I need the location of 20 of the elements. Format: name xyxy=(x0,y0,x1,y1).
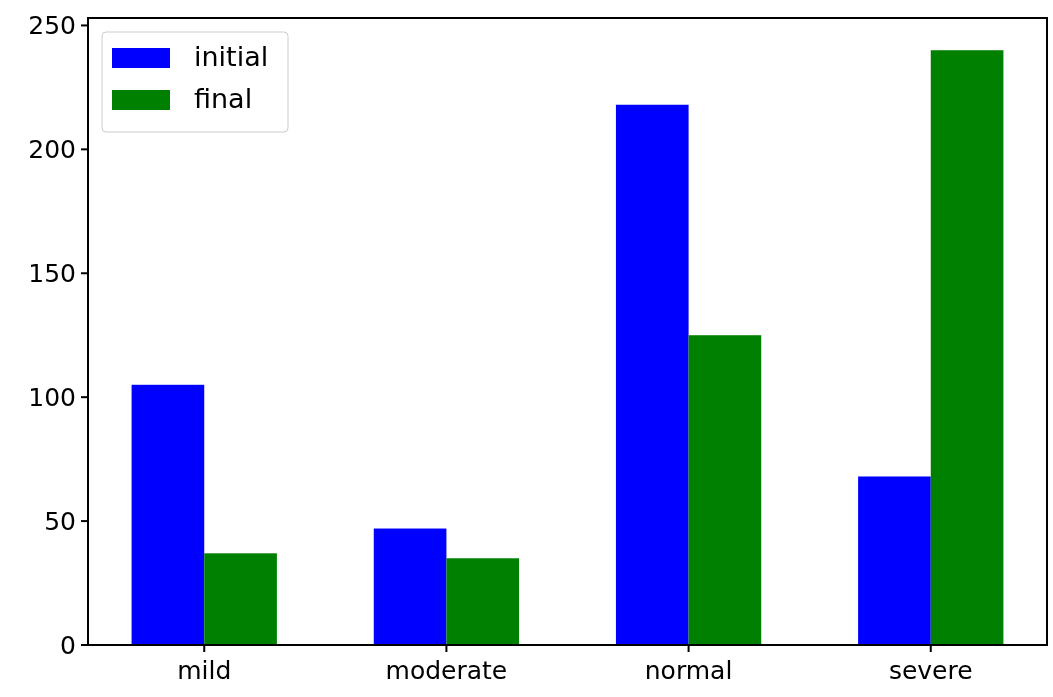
y-tick-label: 250 xyxy=(28,11,76,41)
x-tick-label: moderate xyxy=(385,656,508,685)
bar xyxy=(858,476,931,645)
x-tick-label: normal xyxy=(644,656,733,685)
bar xyxy=(615,104,689,645)
y-tick-label: 100 xyxy=(28,382,76,412)
legend-label: final xyxy=(194,83,253,114)
bar xyxy=(446,558,520,645)
y-tick-label: 150 xyxy=(28,259,76,289)
bar xyxy=(131,384,205,645)
x-tick-label: mild xyxy=(177,656,232,685)
y-tick-label: 50 xyxy=(44,506,76,536)
bar xyxy=(373,528,447,645)
bar xyxy=(930,50,1004,645)
x-tick-label: severe xyxy=(888,656,973,685)
bar xyxy=(688,335,762,645)
legend-label: initial xyxy=(194,41,269,72)
y-tick-label: 0 xyxy=(60,630,76,660)
bar xyxy=(204,553,277,645)
y-tick-label: 200 xyxy=(28,135,76,165)
